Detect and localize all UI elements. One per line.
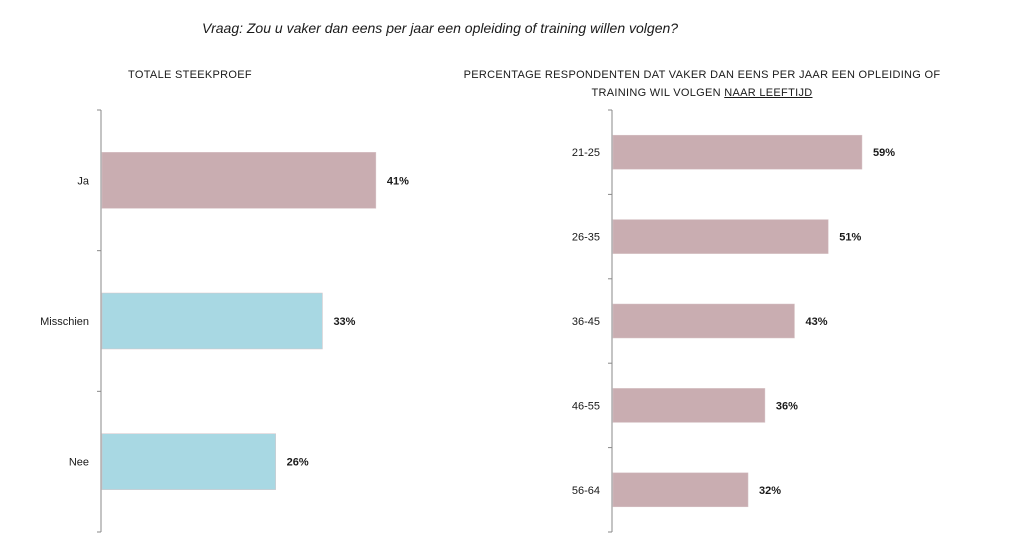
age-bar-46-55 <box>612 388 766 423</box>
age-bar-21-25 <box>612 134 863 170</box>
age-category-label: 36-45 <box>572 316 600 328</box>
age-bar-56-64 <box>612 472 749 508</box>
age-category-label: 56-64 <box>572 485 600 497</box>
chart-title-age-main: PERCENTAGE RESPONDENTEN DAT VAKER DAN EE… <box>463 69 941 99</box>
chart-title-age-underlined: NAAR LEEFTIJD <box>724 87 813 99</box>
total-bar-ja <box>101 152 377 209</box>
age-value-label: 51% <box>839 232 861 244</box>
total-bar-nee <box>101 433 276 490</box>
chart-title-age: PERCENTAGE RESPONDENTEN DAT VAKER DAN EE… <box>452 66 952 102</box>
total-category-label: Nee <box>69 457 89 469</box>
total-bar-misschien <box>101 292 323 350</box>
total-value-label: 33% <box>333 316 355 328</box>
total-category-label: Ja <box>77 175 90 187</box>
total-value-label: 41% <box>387 175 409 187</box>
total-category-label: Misschien <box>40 316 89 328</box>
age-value-label: 36% <box>776 400 798 412</box>
chart-title-total: TOTALE STEEKPROEF <box>128 69 252 81</box>
age-value-label: 59% <box>873 147 895 159</box>
age-category-label: 21-25 <box>572 147 600 159</box>
total-value-label: 26% <box>287 457 309 469</box>
age-value-label: 32% <box>759 485 781 497</box>
age-category-label: 46-55 <box>572 400 600 412</box>
age-category-label: 26-35 <box>572 232 600 244</box>
question-text: Vraag: Zou u vaker dan eens per jaar een… <box>202 20 679 36</box>
age-bar-36-45 <box>612 303 795 339</box>
age-bar-26-35 <box>612 219 829 254</box>
age-value-label: 43% <box>805 316 827 328</box>
